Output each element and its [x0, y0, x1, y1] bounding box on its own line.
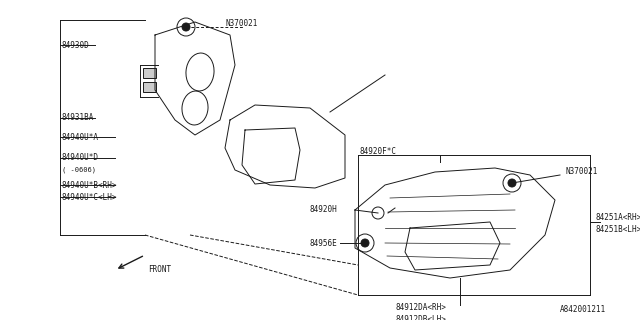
Text: 84912DA<RH>: 84912DA<RH>: [395, 303, 446, 313]
Text: 84920F*C: 84920F*C: [360, 148, 397, 156]
Text: FRONT: FRONT: [148, 266, 171, 275]
Text: 84930D: 84930D: [62, 41, 90, 50]
Text: 84940U*C<LH>: 84940U*C<LH>: [62, 193, 118, 202]
Text: 84251B<LH>: 84251B<LH>: [596, 226, 640, 235]
Bar: [143, 82, 156, 92]
Bar: [143, 68, 156, 78]
Text: 84931BA: 84931BA: [62, 114, 94, 123]
Text: 84251A<RH>: 84251A<RH>: [596, 213, 640, 222]
Text: N370021: N370021: [225, 19, 257, 28]
Text: 84956E: 84956E: [310, 238, 338, 247]
Circle shape: [182, 23, 190, 31]
Text: ( -0606): ( -0606): [62, 167, 96, 173]
Text: 84940U*D: 84940U*D: [62, 154, 99, 163]
Text: A842001211: A842001211: [560, 306, 606, 315]
Circle shape: [508, 179, 516, 187]
Text: 84940U*B<RH>: 84940U*B<RH>: [62, 180, 118, 189]
Text: N370021: N370021: [565, 167, 597, 177]
Text: 84920H: 84920H: [310, 205, 338, 214]
Circle shape: [361, 239, 369, 247]
Text: 84912DB<LH>: 84912DB<LH>: [395, 316, 446, 320]
Text: 84940U*A: 84940U*A: [62, 132, 99, 141]
